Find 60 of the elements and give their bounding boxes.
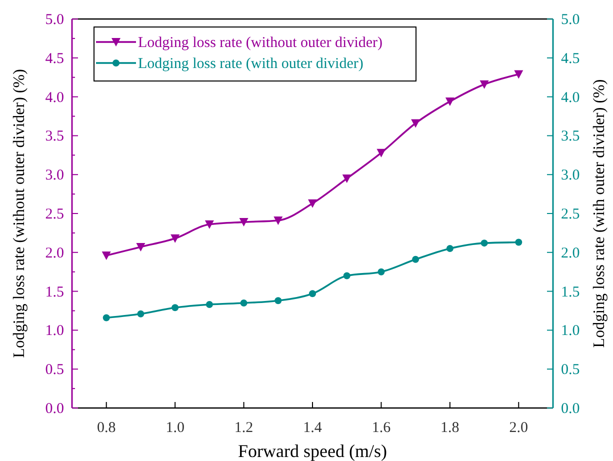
point xyxy=(102,252,111,260)
x-tick-label: 1.0 xyxy=(166,420,184,436)
y-tick-label: 4.5 xyxy=(45,50,64,67)
y2-tick-label: 0.0 xyxy=(561,401,580,417)
point xyxy=(206,301,213,308)
y-tick-label: 3.0 xyxy=(45,168,64,184)
point xyxy=(136,242,146,252)
x-axis-title: Forward speed (m/s) xyxy=(238,441,387,461)
y-tick-label: 4.0 xyxy=(45,90,64,106)
y2-tick-label: 3.0 xyxy=(561,168,580,184)
point xyxy=(343,272,350,280)
y-tick-label: 3.5 xyxy=(45,128,64,145)
x-tick-label: 0.8 xyxy=(96,420,116,436)
y-tick-label: 1.0 xyxy=(45,323,64,340)
point xyxy=(274,216,283,225)
point xyxy=(515,238,522,246)
point xyxy=(378,268,385,276)
point xyxy=(412,256,420,263)
y2-tick-label: 3.5 xyxy=(561,128,580,145)
point xyxy=(480,80,489,89)
y2-tick-label: 1.5 xyxy=(561,284,580,300)
point xyxy=(137,310,144,318)
y2-axis-title: Lodging loss rate (with outer divider) (%) xyxy=(591,79,608,348)
y-tick-label: 2.5 xyxy=(45,206,64,222)
y2-tick-label: 4.0 xyxy=(561,90,580,106)
point xyxy=(274,297,282,304)
y-tick-label: 2.0 xyxy=(45,245,64,262)
point xyxy=(204,220,214,229)
x-tick-label: 2.0 xyxy=(509,420,528,436)
x-tick-label: 1.2 xyxy=(234,420,254,436)
point xyxy=(514,70,524,79)
point xyxy=(309,290,316,298)
point xyxy=(239,218,248,227)
point xyxy=(445,97,454,106)
y-tick-label: 1.5 xyxy=(45,284,64,300)
y2-tick-label: 4.5 xyxy=(561,50,580,67)
x-tick-label: 1.4 xyxy=(303,420,322,436)
y2-tick-label: 1.0 xyxy=(561,323,580,340)
y2-tick-label: 2.5 xyxy=(561,206,580,222)
point xyxy=(308,199,317,208)
point xyxy=(342,174,352,183)
point xyxy=(411,119,420,128)
x-tick-label: 1.6 xyxy=(372,420,392,436)
y-tick-label: 0.5 xyxy=(45,362,64,378)
point xyxy=(480,240,488,247)
y-tick-label: 5.0 xyxy=(45,12,64,28)
point xyxy=(170,234,180,243)
y2-tick-label: 2.0 xyxy=(561,245,580,262)
legend-label: Lodging loss rate (with outer divider) xyxy=(138,56,364,72)
point xyxy=(102,314,110,322)
point xyxy=(172,304,179,312)
y-tick-label: 0.0 xyxy=(45,401,64,417)
point xyxy=(376,148,386,158)
y2-tick-label: 5.0 xyxy=(561,12,580,28)
y2-tick-label: 0.5 xyxy=(561,362,580,378)
legend-label: Lodging loss rate (without outer divider) xyxy=(138,35,383,51)
y-axis-title: Lodging loss rate (without outer divider) (%) xyxy=(11,69,28,358)
point xyxy=(446,245,454,252)
x-tick-label: 1.8 xyxy=(440,420,460,436)
point xyxy=(240,299,248,306)
